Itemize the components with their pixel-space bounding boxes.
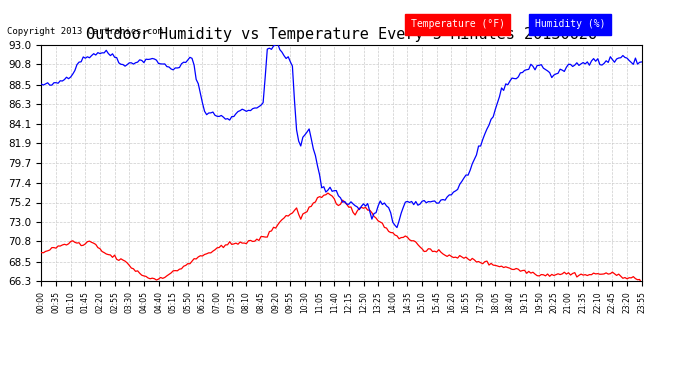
Text: Temperature (°F): Temperature (°F) [411,20,504,29]
Title: Outdoor Humidity vs Temperature Every 5 Minutes 20130626: Outdoor Humidity vs Temperature Every 5 … [86,27,597,42]
Text: Copyright 2013 Cartronics.com: Copyright 2013 Cartronics.com [7,27,163,36]
Text: Humidity (%): Humidity (%) [535,20,605,29]
